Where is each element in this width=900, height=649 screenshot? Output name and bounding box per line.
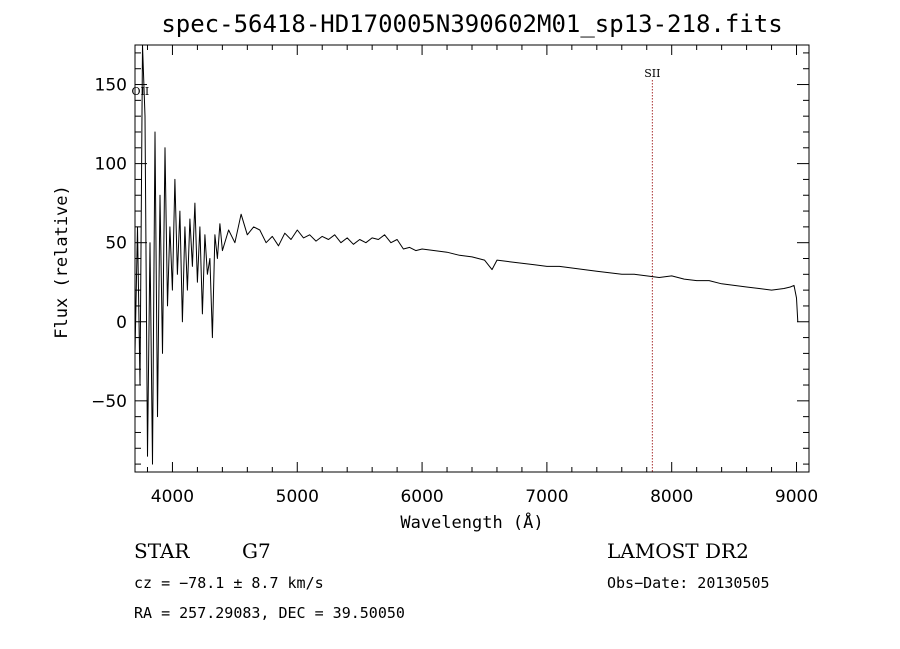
x-tick-label: 8000	[650, 487, 693, 507]
line-annotations: OII SII	[132, 67, 660, 472]
coordinates: RA = 257.29083, DEC = 39.50050	[134, 604, 405, 622]
y-tick-label: 100	[95, 155, 127, 175]
survey-name: LAMOST DR2	[607, 539, 749, 563]
axis-ticks: 4000 5000 6000 7000 8000 9000 −50 0 50 100 150	[91, 45, 818, 507]
x-tick-label: 5000	[276, 487, 319, 507]
y-axis-label: Flux (relative)	[52, 185, 72, 339]
chart-title: spec-56418-HD170005N390602M01_sp13-218.f…	[161, 10, 782, 38]
x-tick-label: 6000	[400, 487, 443, 507]
spectrum-series-line	[134, 44, 799, 465]
y-tick-label: 150	[95, 76, 127, 96]
series-layer	[134, 44, 799, 465]
object-class: STAR	[134, 539, 190, 563]
obs-date: Obs−Date: 20130505	[607, 574, 770, 592]
object-subclass: G7	[242, 539, 271, 563]
sii-label: SII	[644, 67, 660, 80]
x-tick-label: 7000	[525, 487, 568, 507]
x-axis-label: Wavelength (Å)	[400, 511, 543, 533]
oii-label: OII	[132, 85, 150, 98]
y-tick-label: 50	[105, 234, 127, 254]
y-tick-label: −50	[91, 392, 127, 412]
plot-area	[134, 44, 810, 473]
x-tick-label: 9000	[775, 487, 818, 507]
x-tick-label: 4000	[151, 487, 194, 507]
redshift-text: cz = −78.1 ± 8.7 km/s	[134, 574, 324, 592]
y-tick-label: 0	[116, 313, 127, 333]
